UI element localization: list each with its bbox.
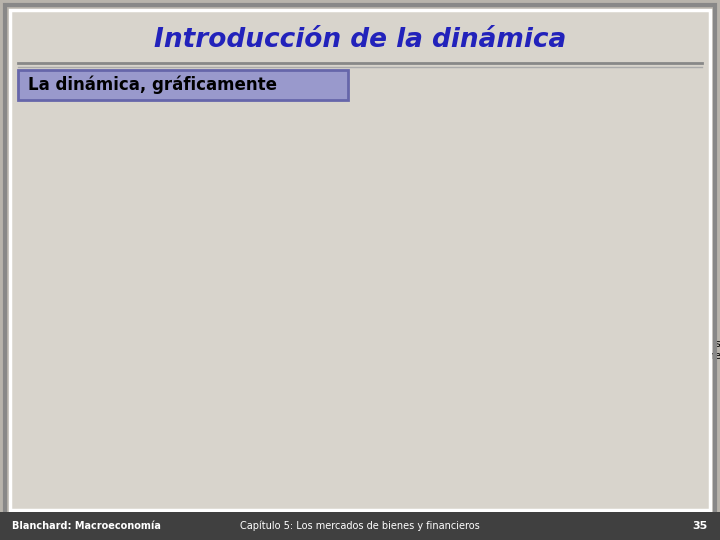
Text: Tipo de interés, i: Tipo de interés, i <box>359 293 369 387</box>
Bar <box>18 70 348 100</box>
Text: La dinámica, gráficamente: La dinámica, gráficamente <box>28 76 277 94</box>
Text: B: B <box>528 187 536 200</box>
Text: Ajuste para una
contracción monetaria: Ajuste para una contracción monetaria <box>431 131 572 159</box>
Text: $i_A$: $i_A$ <box>392 400 402 416</box>
Text: LM: LM <box>642 178 660 191</box>
Text: Producción, Y: Producción, Y <box>492 524 588 537</box>
Text: IS: IS <box>307 438 319 451</box>
Text: LM´: LM´ <box>530 177 554 190</box>
Text: $Y_a$: $Y_a$ <box>533 498 547 513</box>
Text: B: B <box>161 349 169 362</box>
Text: Tipo de interés, i: Tipo de interés, i <box>27 293 37 387</box>
Text: $Y_b$: $Y_b$ <box>163 498 177 513</box>
Text: Los tipos de interés se
ajustan inmediatamente: Los tipos de interés se ajustan inmediat… <box>610 339 720 361</box>
Text: Ajuste para una subida
de impuestos: Ajuste para una subida de impuestos <box>137 131 281 159</box>
Text: Blanchard: Macroeconomía: Blanchard: Macroeconomía <box>12 521 161 531</box>
Text: $Y_a$: $Y_a$ <box>215 498 229 513</box>
Text: $i_A$: $i_A$ <box>62 361 73 377</box>
Text: La producción
disminuye lentamente: La producción disminuye lentamente <box>232 327 349 349</box>
Text: A´: A´ <box>225 349 240 362</box>
Bar <box>0 512 720 540</box>
Text: A: A <box>545 401 554 414</box>
Text: Producción, Y: Producción, Y <box>161 524 257 537</box>
Text: Capítulo 5: Los mercados de bienes y financieros: Capítulo 5: Los mercados de bienes y fin… <box>240 521 480 531</box>
Text: 35: 35 <box>693 521 708 531</box>
Text: $i_B$: $i_B$ <box>392 199 402 215</box>
Text: IS´: IS´ <box>248 432 266 445</box>
Text: Introducción de la dinámica: Introducción de la dinámica <box>154 27 566 53</box>
